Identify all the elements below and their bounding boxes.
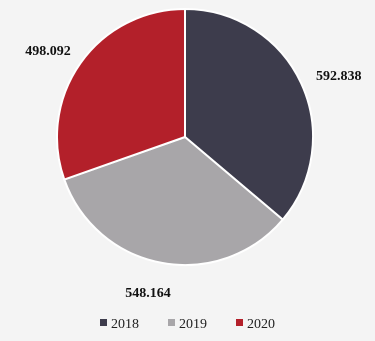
pie-slice-2019 (62, 135, 285, 266)
legend-swatch-2018 (100, 319, 107, 326)
pie-slice-2018 (184, 7, 314, 222)
legend-label-2019: 2019 (179, 317, 207, 332)
legend-label-2018: 2018 (111, 317, 139, 332)
legend: 2018 2019 2020 (100, 317, 275, 332)
legend-swatch-2019 (168, 319, 175, 326)
data-label-2018: 592.838 (316, 69, 362, 84)
pie-slice-2020 (56, 7, 186, 181)
legend-label-2020: 2020 (247, 317, 275, 332)
data-label-2020: 498.092 (25, 44, 71, 59)
data-label-2019: 548.164 (125, 286, 171, 301)
data-labels: 592.838 548.164 498.092 (25, 44, 361, 301)
pie-slices (56, 7, 314, 266)
legend-swatch-2020 (236, 319, 243, 326)
